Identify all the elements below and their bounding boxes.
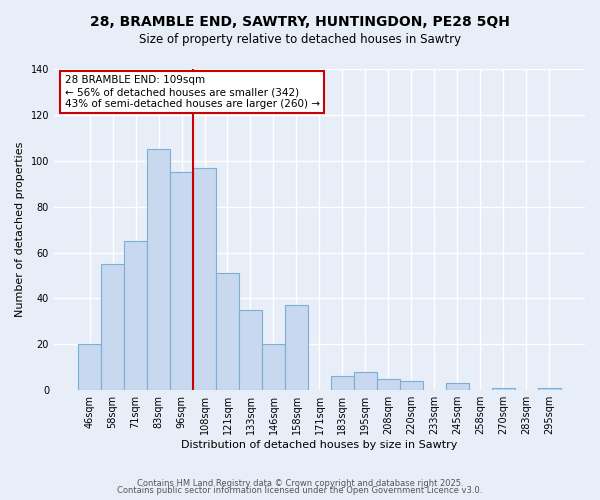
Text: 28, BRAMBLE END, SAWTRY, HUNTINGDON, PE28 5QH: 28, BRAMBLE END, SAWTRY, HUNTINGDON, PE2… (90, 15, 510, 29)
Bar (101, 264, 124, 390)
Bar (262, 344, 285, 390)
Bar (377, 378, 400, 390)
Bar (492, 388, 515, 390)
Bar (354, 372, 377, 390)
Bar (331, 376, 354, 390)
Bar (193, 168, 216, 390)
Text: Contains HM Land Registry data © Crown copyright and database right 2025.: Contains HM Land Registry data © Crown c… (137, 478, 463, 488)
Bar (400, 381, 423, 390)
Bar (78, 344, 101, 390)
Bar (446, 384, 469, 390)
Bar (285, 306, 308, 390)
Bar (170, 172, 193, 390)
Text: Size of property relative to detached houses in Sawtry: Size of property relative to detached ho… (139, 32, 461, 46)
Bar (216, 273, 239, 390)
X-axis label: Distribution of detached houses by size in Sawtry: Distribution of detached houses by size … (181, 440, 458, 450)
Bar (124, 241, 147, 390)
Bar (239, 310, 262, 390)
Text: Contains public sector information licensed under the Open Government Licence v3: Contains public sector information licen… (118, 486, 482, 495)
Bar (147, 150, 170, 390)
Text: 28 BRAMBLE END: 109sqm
← 56% of detached houses are smaller (342)
43% of semi-de: 28 BRAMBLE END: 109sqm ← 56% of detached… (65, 76, 320, 108)
Y-axis label: Number of detached properties: Number of detached properties (15, 142, 25, 318)
Bar (538, 388, 561, 390)
